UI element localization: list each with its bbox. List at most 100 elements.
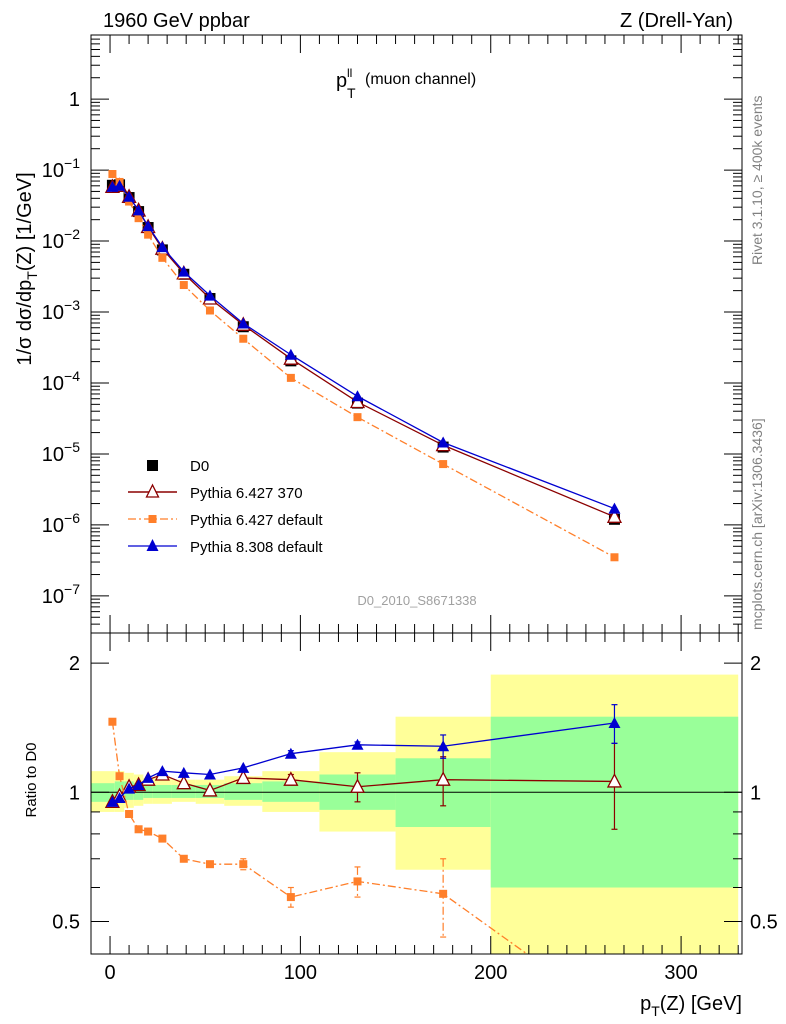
main-point-py6_default: [108, 170, 117, 179]
ratio-point-py8_default: [237, 761, 250, 773]
main-point-py6_default: [134, 214, 143, 223]
main-y-tick-label: 1: [69, 89, 80, 111]
main-point-py6_default: [158, 253, 167, 262]
stat-uncertainty-band-4: [143, 784, 153, 798]
legend: D0 Pythia 6.427 370 Pythia 6.427 default…: [128, 458, 323, 556]
ratio-point-py8_default: [177, 766, 190, 778]
main-y-tick-label: 10−1: [42, 155, 80, 182]
main-y-axis-label: 1/σ dσ/dpT(Z) [1/GeV]: [14, 172, 40, 365]
ratio-point-py8_default: [106, 795, 119, 807]
main-point-py6_default: [144, 230, 153, 239]
stat-uncertainty-band-3: [133, 783, 144, 800]
main-point-py8_default: [113, 179, 126, 191]
main-line-py8_default: [112, 185, 615, 510]
main-line-py6_370: [112, 185, 615, 518]
ratio-point-py8_default: [437, 740, 450, 752]
x-tick-label: 0: [104, 962, 115, 984]
x-tick-label: 100: [284, 962, 317, 984]
ratio-point-py6_default: [286, 893, 295, 902]
ratio-point-py6_default: [205, 860, 214, 869]
ratio-point-py6_default: [179, 854, 188, 863]
main-point-py6_default: [239, 334, 248, 343]
ratio-series-layer: [104, 704, 623, 954]
main-point-py6_default: [179, 281, 188, 290]
plot-title-sup: ll: [347, 66, 352, 80]
legend-marker-py6-370: [145, 483, 160, 498]
legend-marker-data: [147, 460, 158, 471]
main-y-tick-label: 10−5: [42, 439, 80, 466]
main-axis-ticks: 10−7 10−6 10−5 10−4 10−3 10−2 10−1 1: [42, 34, 742, 634]
main-point-py8_default: [237, 317, 250, 329]
ratio-point-py8_default: [142, 771, 155, 783]
ratio-point-py6_default: [134, 825, 143, 834]
ratio-point-py6_default: [353, 877, 362, 886]
main-point-py8_default: [203, 289, 216, 301]
plot-title-p: p: [336, 70, 347, 92]
stat-uncertainty-band-8: [224, 783, 263, 800]
legend-entry-data: D0: [147, 458, 209, 475]
ratio-point-py6_370: [283, 771, 299, 786]
ratio-y-tick-label-left: 0.5: [52, 911, 80, 933]
main-point-py8_default: [177, 265, 190, 277]
ratio-point-py8_default: [284, 747, 297, 759]
ratio-y-tick-label-left: 1: [69, 782, 80, 804]
stat-uncertainty-band-5: [152, 784, 172, 798]
ratio-point-py6_default: [439, 889, 448, 898]
main-point-py6_default: [610, 553, 619, 562]
side-label-mcplots: mcplots.cern.ch [arXiv:1306.3436]: [749, 418, 765, 630]
ratio-point-py6_default: [158, 834, 167, 843]
ratio-point-py8_default: [351, 738, 364, 750]
plot-title: p ll T (muon channel): [336, 66, 476, 101]
x-tick-label: 300: [664, 962, 697, 984]
plot-title-rest: (muon channel): [365, 71, 476, 88]
ratio-point-py8_default: [203, 768, 216, 780]
side-label-rivet: Rivet 3.1.10, ≥ 400k events: [749, 95, 765, 265]
ratio-axis-ticks: 0.5 0.5 1 1 2 2 0 100 200 300: [52, 633, 778, 984]
main-y-tick-label: 10−7: [42, 581, 80, 608]
ratio-point-py6_default: [125, 810, 134, 819]
legend-entry-py6-370: Pythia 6.427 370: [128, 483, 303, 502]
main-panel-frame: [90, 34, 743, 634]
watermark-analysis-id: D0_2010_S8671338: [357, 593, 476, 608]
main-y-tick-label: 10−4: [42, 368, 80, 395]
main-point-py6_370: [606, 508, 623, 523]
header-left: 1960 GeV ppbar: [103, 10, 250, 32]
legend-label-py6-default: Pythia 6.427 default: [190, 512, 323, 529]
main-y-tick-label: 10−6: [42, 510, 80, 537]
legend-entry-py8-default: Pythia 8.308 default: [128, 539, 323, 556]
main-point-py8_default: [608, 502, 621, 514]
main-point-py6_default: [439, 460, 448, 469]
main-point-py6_default: [353, 413, 362, 422]
main-point-py8_default: [351, 390, 364, 402]
plot-title-sub: T: [347, 85, 356, 101]
ratio-point-py6_default: [239, 860, 248, 869]
ratio-y-tick-label-right: 2: [750, 653, 761, 675]
main-point-py8_default: [123, 190, 136, 202]
header-right: Z (Drell-Yan): [620, 10, 733, 32]
ratio-point-py8_default: [132, 778, 145, 790]
ratio-point-py6_370: [176, 774, 192, 790]
ratio-point-py8_default: [113, 791, 126, 803]
main-point-py8_default: [156, 241, 169, 253]
ratio-point-py6_370: [202, 782, 218, 797]
ratio-point-py8_default: [123, 782, 136, 794]
legend-label-py6-370: Pythia 6.427 370: [190, 485, 303, 502]
ratio-point-py6_default: [108, 717, 117, 726]
ratio-point-py8_default: [608, 717, 621, 729]
ratio-y-tick-label-right: 1: [750, 782, 761, 804]
main-point-py8_default: [142, 220, 155, 232]
ratio-y-tick-label-right: 0.5: [750, 911, 778, 933]
ratio-uncertainty-bands: [91, 674, 742, 954]
main-y-tick-label: 10−3: [42, 297, 80, 324]
main-point-py6_default: [205, 306, 214, 315]
main-line-py6_default: [111, 173, 615, 558]
main-point-py8_default: [284, 348, 297, 360]
main-point-py8_default: [437, 436, 450, 448]
ratio-panel-frame: [90, 632, 743, 955]
ratio-point-py6_370: [435, 771, 451, 786]
main-point-py6_default: [286, 373, 295, 382]
ratio-point-py6_370: [349, 778, 366, 793]
stat-uncertainty-band-9: [262, 781, 320, 802]
x-axis-label: pT(Z) [GeV]: [640, 993, 742, 1019]
